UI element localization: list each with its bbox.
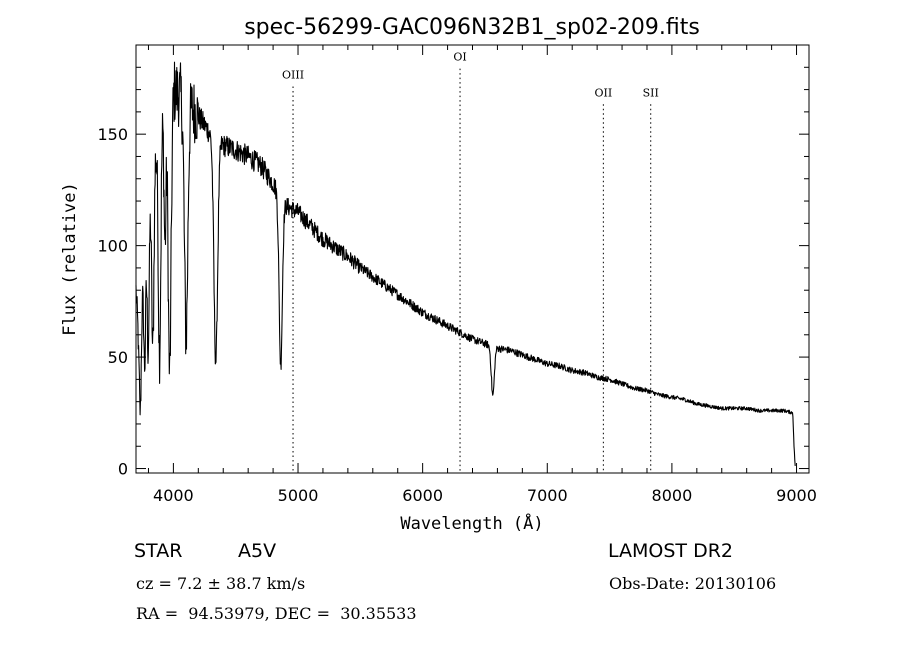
line-annotations: OIII OI OII SII [282, 51, 659, 473]
object-class: STAR [134, 540, 183, 562]
coordinates: RA = 94.53979, DEC = 30.35533 [136, 604, 417, 623]
y-tick-label: 50 [108, 348, 128, 367]
y-tick-label: 0 [118, 460, 128, 479]
y-tick-label: 150 [97, 125, 128, 144]
survey-label: LAMOST DR2 [608, 540, 733, 562]
x-tick-label: 9000 [776, 486, 817, 505]
y-tick-label: 100 [97, 237, 128, 256]
plot-frame [135, 44, 810, 474]
x-tick-label: 6000 [402, 486, 443, 505]
spectrum-line [135, 61, 796, 466]
annotation-label: OIII [282, 68, 304, 81]
axis-ticks: 4000 5000 6000 7000 8000 9000 0 50 100 150 [97, 45, 817, 505]
redshift-readout: cz = 7.2 ± 38.7 km/s [136, 574, 306, 593]
y-axis-label: Flux (relative) [60, 182, 80, 336]
x-tick-label: 8000 [652, 486, 693, 505]
x-axis-label: Wavelength (Å) [400, 512, 543, 534]
x-tick-label: 5000 [278, 486, 319, 505]
x-tick-label: 7000 [527, 486, 568, 505]
annotation-label: OII [595, 86, 613, 99]
chart-title: spec-56299-GAC096N32B1_sp02-209.fits [244, 15, 700, 40]
obs-date: Obs-Date: 20130106 [609, 574, 777, 593]
annotation-label: OI [453, 51, 466, 64]
object-subclass: A5V [238, 540, 277, 562]
x-tick-label: 4000 [153, 486, 194, 505]
annotation-label: SII [643, 86, 659, 99]
